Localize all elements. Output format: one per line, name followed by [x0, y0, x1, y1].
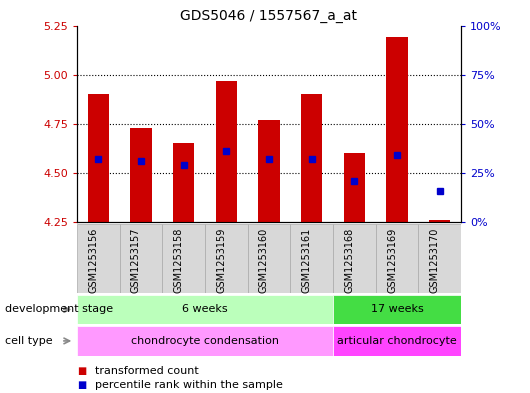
- Bar: [77, 224, 120, 293]
- Bar: [376, 224, 418, 293]
- Bar: [77, 295, 333, 324]
- Text: GSM1253158: GSM1253158: [174, 228, 183, 293]
- Bar: [290, 224, 333, 293]
- Text: chondrocyte condensation: chondrocyte condensation: [131, 336, 279, 346]
- Bar: [333, 224, 376, 293]
- Text: development stage: development stage: [5, 305, 113, 314]
- Bar: [120, 224, 162, 293]
- Text: GSM1253156: GSM1253156: [88, 228, 98, 293]
- Bar: [77, 326, 333, 356]
- Text: percentile rank within the sample: percentile rank within the sample: [95, 380, 283, 390]
- Text: GSM1253160: GSM1253160: [259, 228, 269, 293]
- Bar: [333, 326, 461, 356]
- Bar: [130, 128, 152, 222]
- Text: 6 weeks: 6 weeks: [182, 305, 228, 314]
- Text: GSM1253161: GSM1253161: [302, 228, 312, 293]
- Title: GDS5046 / 1557567_a_at: GDS5046 / 1557567_a_at: [181, 9, 357, 23]
- Text: 17 weeks: 17 weeks: [370, 305, 423, 314]
- Bar: [301, 94, 322, 222]
- Bar: [87, 94, 109, 222]
- Text: GSM1253157: GSM1253157: [131, 228, 141, 293]
- Bar: [205, 224, 248, 293]
- Text: ■: ■: [77, 380, 86, 390]
- Bar: [216, 81, 237, 222]
- Bar: [418, 224, 461, 293]
- Text: GSM1253169: GSM1253169: [387, 228, 397, 293]
- Text: transformed count: transformed count: [95, 366, 199, 376]
- Text: articular chondrocyte: articular chondrocyte: [337, 336, 457, 346]
- Bar: [429, 220, 450, 222]
- Text: cell type: cell type: [5, 336, 53, 346]
- Bar: [162, 224, 205, 293]
- Bar: [173, 143, 195, 222]
- Bar: [258, 120, 280, 222]
- Text: ■: ■: [77, 366, 86, 376]
- Text: GSM1253159: GSM1253159: [216, 228, 226, 293]
- Bar: [333, 295, 461, 324]
- Bar: [386, 37, 408, 222]
- Text: GSM1253170: GSM1253170: [430, 228, 440, 293]
- Text: GSM1253168: GSM1253168: [344, 228, 355, 293]
- Bar: [248, 224, 290, 293]
- Bar: [343, 153, 365, 222]
